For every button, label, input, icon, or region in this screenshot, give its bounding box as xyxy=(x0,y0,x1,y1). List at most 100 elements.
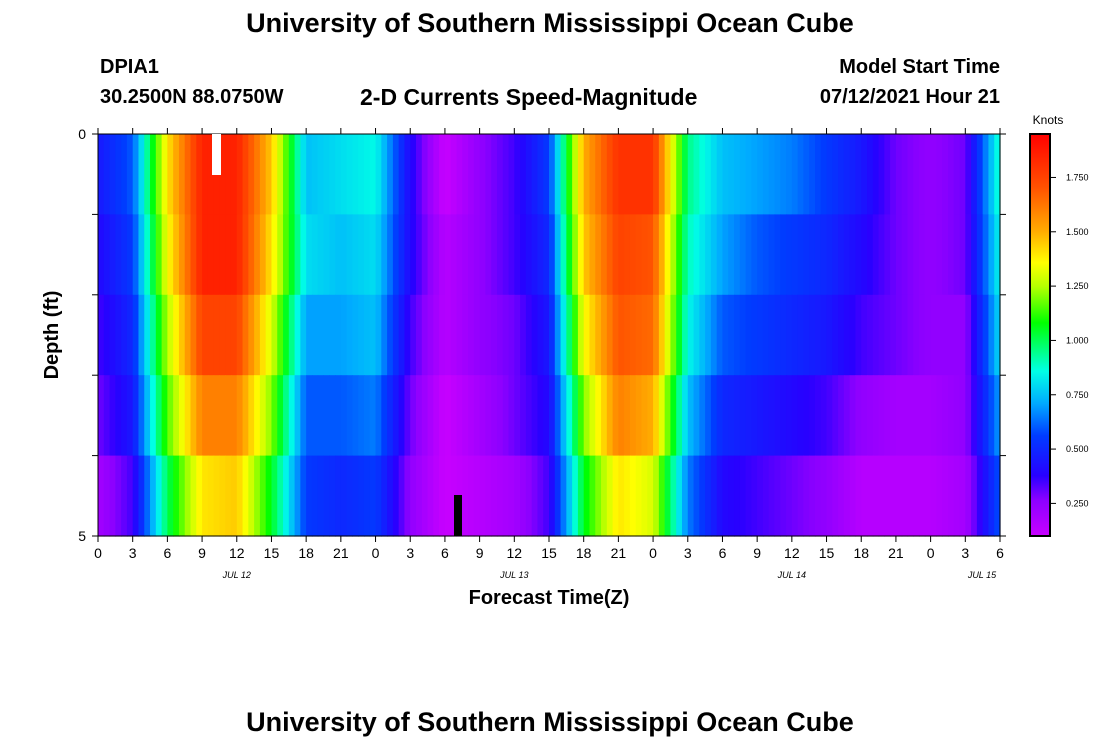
heatmap-cell xyxy=(780,214,787,296)
heatmap-cell xyxy=(549,375,556,457)
heatmap-cell xyxy=(392,294,400,376)
heatmap-cell xyxy=(433,214,440,296)
heatmap-cell xyxy=(861,214,868,296)
heatmap-cell xyxy=(473,375,481,457)
heatmap-cell xyxy=(178,375,186,457)
heatmap-cell xyxy=(930,214,937,296)
heatmap-cell xyxy=(358,455,365,537)
heatmap-cell xyxy=(132,134,140,215)
heatmap-cell xyxy=(404,294,411,376)
heatmap-cell xyxy=(814,294,822,376)
heatmap-cell xyxy=(381,294,388,376)
heatmap-cell xyxy=(329,134,336,215)
heatmap-cell xyxy=(878,214,885,296)
heatmap-cell xyxy=(786,214,793,296)
heatmap-cell xyxy=(861,294,868,376)
heatmap-cell xyxy=(173,375,180,457)
heatmap-cell xyxy=(919,455,926,537)
heatmap-cell xyxy=(693,375,700,457)
heatmap-cell xyxy=(855,375,862,457)
heatmap-cell xyxy=(323,134,330,215)
x-tick-label: 12 xyxy=(507,545,523,561)
heatmap-cell xyxy=(722,214,729,296)
heatmap-cell xyxy=(346,294,354,376)
heatmap-cell xyxy=(658,375,666,457)
heatmap-cell xyxy=(577,294,585,376)
heatmap-cell xyxy=(606,294,614,376)
heatmap-cell xyxy=(265,455,273,537)
heatmap-cell xyxy=(872,294,880,376)
heatmap-cell xyxy=(410,455,417,537)
heatmap-cell xyxy=(358,214,365,296)
heatmap-cell xyxy=(734,294,741,376)
heatmap-cell xyxy=(514,294,521,376)
heatmap-cell xyxy=(670,375,677,457)
heatmap-cell xyxy=(479,375,486,457)
heatmap-cell xyxy=(768,134,776,215)
heatmap-cell xyxy=(259,294,267,376)
heatmap-cell xyxy=(161,455,168,537)
heatmap-cell xyxy=(653,214,660,296)
heatmap-cell xyxy=(618,455,625,537)
heatmap-cell xyxy=(884,134,891,215)
heatmap-cell xyxy=(855,134,862,215)
heatmap-cell xyxy=(803,455,810,537)
heatmap-cell xyxy=(178,214,186,296)
heatmap-cell xyxy=(976,455,984,537)
heatmap-cell xyxy=(681,294,689,376)
heatmap-cell xyxy=(462,375,469,457)
heatmap-cell xyxy=(982,455,990,537)
heatmap-cell xyxy=(167,134,174,215)
heatmap-cell xyxy=(103,455,111,537)
heatmap-cell xyxy=(202,214,209,296)
heatmap-cell xyxy=(872,375,880,457)
heatmap-cell xyxy=(294,294,301,376)
heatmap-cell xyxy=(867,294,874,376)
heatmap-cell xyxy=(115,134,122,215)
heatmap-cell xyxy=(427,455,434,537)
heatmap-cell xyxy=(288,214,296,296)
heatmap-cell xyxy=(705,134,712,215)
heatmap-cell xyxy=(456,294,463,376)
heatmap-cell xyxy=(254,455,261,537)
heatmap-cell xyxy=(786,294,793,376)
heatmap-cell xyxy=(653,134,660,215)
heatmap-cell xyxy=(797,455,805,537)
heatmap-cell xyxy=(641,294,648,376)
heatmap-cell xyxy=(878,455,885,537)
heatmap-cell xyxy=(508,294,515,376)
heatmap-cell xyxy=(791,134,799,215)
heatmap-cell xyxy=(178,455,186,537)
surface-marker xyxy=(212,134,221,175)
heatmap-cell xyxy=(583,214,591,296)
heatmap-cell xyxy=(531,375,539,457)
heatmap-cell xyxy=(687,134,695,215)
chart-subtitle: 2-D Currents Speed-Magnitude xyxy=(360,84,698,110)
heatmap-cell xyxy=(947,455,955,537)
heatmap-cell xyxy=(381,134,388,215)
heatmap-cell xyxy=(693,455,700,537)
heatmap-cell xyxy=(855,455,862,537)
heatmap-cell xyxy=(687,455,695,537)
axes: 0 3 6 9 12 15 18 21 0 3 6 9 12 15 18 21 0 3 6 9 12 15 18 21 0 3 6 J… xyxy=(78,126,1006,580)
heatmap-cell xyxy=(496,455,504,537)
x-tick-label: 6 xyxy=(163,545,171,561)
heatmap-cell xyxy=(277,134,284,215)
heatmap-cell xyxy=(196,134,203,215)
heatmap-cell xyxy=(283,455,290,537)
heatmap-cell xyxy=(138,294,145,376)
heatmap-cell xyxy=(705,375,712,457)
heatmap-cell xyxy=(826,214,833,296)
heatmap-cell xyxy=(363,134,371,215)
heatmap-cell xyxy=(184,134,192,215)
heatmap-cell xyxy=(728,455,735,537)
heatmap-cell xyxy=(907,134,914,215)
heatmap-cell xyxy=(444,375,452,457)
heatmap-cell xyxy=(762,455,770,537)
heatmap-cell xyxy=(803,134,810,215)
heatmap-cell xyxy=(716,214,724,296)
heatmap-cell xyxy=(589,134,596,215)
heatmap-cell xyxy=(670,294,677,376)
heatmap-cell xyxy=(757,375,764,457)
heatmap-cell xyxy=(884,455,891,537)
